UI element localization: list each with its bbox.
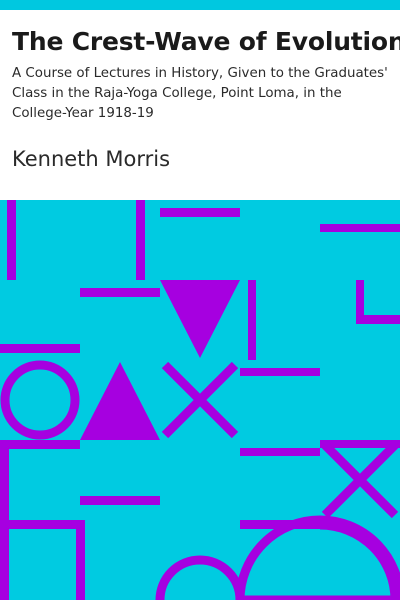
- circle-shape: [0, 360, 80, 440]
- book-author: Kenneth Morris: [12, 147, 171, 171]
- pattern-bar: [248, 280, 256, 360]
- x-shape: [161, 361, 239, 439]
- pattern-bar: [356, 280, 364, 324]
- quarter-circle-shape: [319, 520, 400, 600]
- cover-pattern: [0, 200, 400, 600]
- x-shape: [321, 441, 399, 519]
- pattern-bar: [136, 200, 145, 280]
- semicircle-shape: [235, 515, 400, 600]
- pattern-bar: [0, 344, 80, 353]
- pattern-bar: [356, 315, 400, 324]
- pattern-bar: [320, 224, 400, 232]
- semicircle-shape: [155, 555, 245, 600]
- pattern-bar: [240, 520, 320, 529]
- book-subtitle: A Course of Lectures in History, Given t…: [12, 66, 388, 121]
- triangle-down-shape: [160, 280, 240, 358]
- pattern-shapes: [0, 200, 400, 600]
- title-block: The Crest-Wave of Evolution A Course of …: [12, 26, 400, 124]
- triangle-up-shape: [80, 362, 160, 440]
- pattern-bar: [80, 496, 160, 505]
- pattern-bar: [76, 520, 85, 600]
- pattern-bar: [160, 208, 240, 217]
- pattern-bar: [240, 448, 320, 456]
- pattern-bar: [0, 520, 80, 529]
- pattern-bar: [7, 200, 16, 280]
- top-accent-bar: [0, 0, 400, 10]
- book-title: The Crest-Wave of Evolution: [12, 27, 400, 56]
- pattern-bar: [80, 288, 160, 297]
- pattern-bar: [0, 440, 80, 449]
- pattern-bar: [320, 440, 400, 448]
- pattern-bar: [240, 368, 320, 376]
